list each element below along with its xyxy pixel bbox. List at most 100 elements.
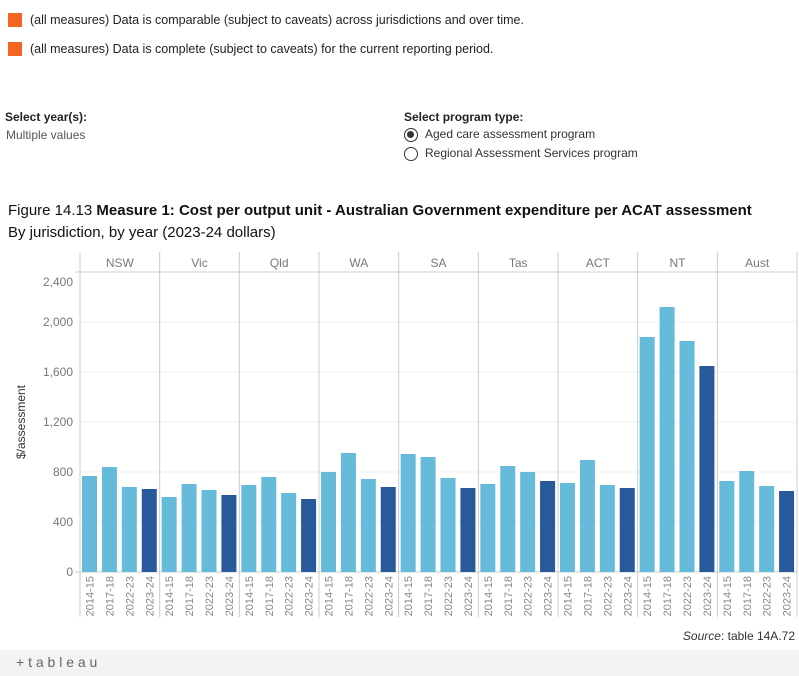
figure-title: Figure 14.13 Measure 1: Cost per output … bbox=[8, 202, 752, 220]
bar-vic-2022-23 bbox=[201, 490, 217, 572]
x-tick-label: 2023-24 bbox=[543, 576, 555, 616]
radio-regional[interactable] bbox=[404, 147, 418, 161]
x-tick-label: 2022-23 bbox=[762, 576, 774, 616]
bar-qld-2017-18 bbox=[261, 477, 277, 572]
x-tick-label: 2017-18 bbox=[742, 576, 754, 616]
y-tick-label: 1,200 bbox=[43, 415, 73, 429]
bar-sa-2023-24 bbox=[460, 488, 476, 572]
x-tick-label: 2022-23 bbox=[284, 576, 296, 616]
panel-header-wa: WA bbox=[349, 256, 368, 270]
bar-act-2014-15 bbox=[560, 483, 575, 572]
x-tick-label: 2023-24 bbox=[224, 576, 236, 616]
bar-qld-2022-23 bbox=[281, 493, 297, 572]
bar-vic-2014-15 bbox=[161, 497, 177, 572]
bar-wa-2014-15 bbox=[321, 472, 336, 572]
x-tick-label: 2014-15 bbox=[244, 576, 256, 616]
panel-header-qld: Qld bbox=[270, 256, 289, 270]
x-tick-label: 2014-15 bbox=[563, 576, 575, 616]
bar-vic-2023-24 bbox=[221, 495, 237, 572]
y-axis-label: $/assessment bbox=[14, 384, 28, 459]
y-tick-label: 0 bbox=[66, 565, 73, 579]
bar-aust-2017-18 bbox=[739, 471, 755, 572]
tableau-logo[interactable]: + t a b l e a u bbox=[16, 654, 98, 670]
x-tick-label: 2022-23 bbox=[523, 576, 535, 616]
x-tick-label: 2022-23 bbox=[204, 576, 216, 616]
bar-tas-2017-18 bbox=[500, 466, 516, 572]
bar-nsw-2017-18 bbox=[101, 467, 117, 572]
bar-aust-2014-15 bbox=[719, 481, 735, 572]
caveat-marker-icon bbox=[8, 42, 22, 56]
x-tick-label: 2023-24 bbox=[383, 576, 395, 616]
panel-header-sa: SA bbox=[430, 256, 446, 270]
y-tick-label: 2,000 bbox=[43, 315, 73, 329]
program-filter-label: Select program type: bbox=[404, 110, 524, 124]
bar-nsw-2022-23 bbox=[121, 487, 137, 572]
x-tick-label: 2017-18 bbox=[503, 576, 515, 616]
tableau-footer: + t a b l e a u bbox=[0, 650, 799, 676]
y-tick-label: 400 bbox=[53, 515, 73, 529]
caveat-complete: (all measures) Data is complete (subject… bbox=[30, 42, 494, 56]
panel-header-nsw: NSW bbox=[106, 256, 135, 270]
x-tick-label: 2017-18 bbox=[423, 576, 435, 616]
bar-act-2022-23 bbox=[599, 485, 615, 572]
panel-header-vic: Vic bbox=[191, 256, 207, 270]
y-tick-label: 800 bbox=[53, 465, 73, 479]
bar-nt-2014-15 bbox=[639, 337, 655, 572]
x-tick-label: 2017-18 bbox=[184, 576, 196, 616]
radio-aged-care[interactable] bbox=[404, 128, 418, 142]
x-tick-label: 2023-24 bbox=[622, 576, 634, 616]
x-tick-label: 2023-24 bbox=[702, 576, 714, 616]
bar-nt-2022-23 bbox=[679, 341, 695, 572]
x-tick-label: 2017-18 bbox=[343, 576, 355, 616]
year-filter-value[interactable]: Multiple values bbox=[6, 128, 86, 142]
bar-sa-2014-15 bbox=[400, 454, 416, 572]
bar-aust-2022-23 bbox=[759, 486, 775, 572]
y-tick-label: 2,400 bbox=[43, 275, 73, 289]
bar-tas-2022-23 bbox=[520, 472, 536, 572]
radio-aged-care-label[interactable]: Aged care assessment program bbox=[425, 127, 596, 141]
x-tick-label: 2014-15 bbox=[642, 576, 654, 616]
x-tick-label: 2014-15 bbox=[164, 576, 176, 616]
bar-chart: 0 400 800 1,200 1,600 2,000 2,400 $/assessment N… bbox=[14, 252, 798, 617]
bar-aust-2023-24 bbox=[779, 491, 795, 572]
bar-wa-2017-18 bbox=[340, 453, 356, 572]
x-tick-label: 2023-24 bbox=[304, 576, 316, 616]
x-tick-label: 2017-18 bbox=[582, 576, 594, 616]
y-tick-label: 1,600 bbox=[43, 365, 73, 379]
panel-header-act: ACT bbox=[586, 256, 611, 270]
panel-header-aust: Aust bbox=[745, 256, 770, 270]
x-tick-label: 2017-18 bbox=[264, 576, 276, 616]
x-tick-label: 2017-18 bbox=[104, 576, 116, 616]
figure-title-text: Measure 1: Cost per output unit - Austra… bbox=[96, 202, 752, 219]
radio-regional-label[interactable]: Regional Assessment Services program bbox=[425, 146, 638, 160]
bar-act-2023-24 bbox=[619, 488, 635, 572]
caveat-marker-icon bbox=[8, 13, 22, 27]
bar-qld-2014-15 bbox=[241, 485, 257, 572]
bar-qld-2023-24 bbox=[301, 499, 317, 572]
x-tick-label: 2022-23 bbox=[443, 576, 455, 616]
bar-wa-2022-23 bbox=[360, 479, 376, 572]
figure-number: Figure 14.13 bbox=[8, 202, 93, 219]
bar-sa-2022-23 bbox=[440, 478, 456, 572]
panel-header-nt: NT bbox=[670, 256, 687, 270]
bar-nsw-2023-24 bbox=[141, 489, 157, 572]
bar-nsw-2014-15 bbox=[82, 476, 97, 572]
bar-sa-2017-18 bbox=[420, 457, 436, 572]
year-filter-label: Select year(s): bbox=[5, 110, 88, 124]
source-note: Source: table 14A.72 bbox=[683, 629, 795, 643]
caveat-comparable: (all measures) Data is comparable (subje… bbox=[30, 13, 524, 27]
x-tick-label: 2014-15 bbox=[722, 576, 734, 616]
bar-act-2017-18 bbox=[579, 460, 595, 572]
x-tick-label: 2014-15 bbox=[324, 576, 336, 616]
x-tick-label: 2014-15 bbox=[483, 576, 495, 616]
x-tick-label: 2014-15 bbox=[403, 576, 415, 616]
x-tick-label: 2014-15 bbox=[85, 576, 97, 616]
bar-nt-2017-18 bbox=[659, 307, 675, 572]
bar-vic-2017-18 bbox=[181, 484, 197, 572]
x-tick-label: 2023-24 bbox=[144, 576, 156, 616]
x-tick-label: 2023-24 bbox=[463, 576, 475, 616]
source-text: : table 14A.72 bbox=[720, 629, 795, 643]
x-tick-label: 2017-18 bbox=[662, 576, 674, 616]
x-tick-label: 2022-23 bbox=[682, 576, 694, 616]
panel-header-tas: Tas bbox=[509, 256, 528, 270]
